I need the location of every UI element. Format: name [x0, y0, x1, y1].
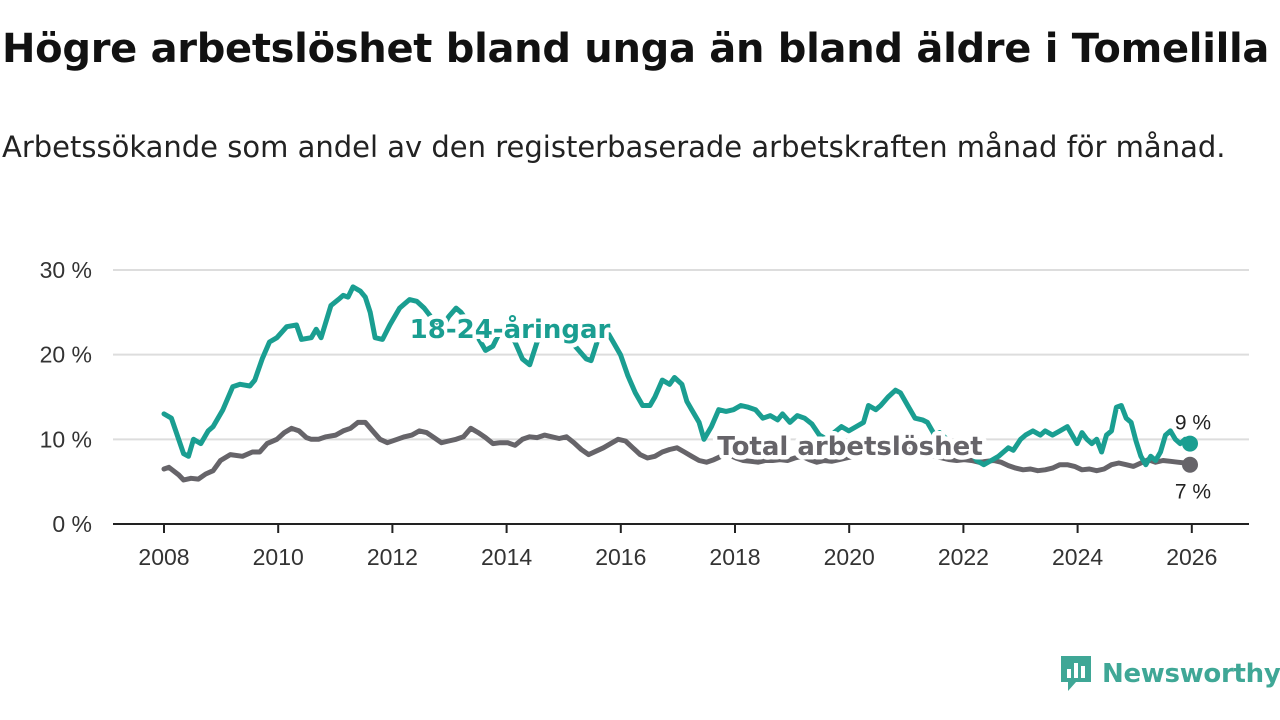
x-tick-label: 2016	[595, 544, 646, 570]
x-tick-label: 2008	[138, 544, 189, 570]
chart-title: Högre arbetslöshet bland unga än bland ä…	[2, 26, 1270, 72]
series-line-total	[161, 419, 1193, 483]
newsworthy-logo: Newsworthy	[1058, 654, 1280, 694]
x-tick-label: 2014	[481, 544, 532, 570]
brand-name: Newsworthy	[1102, 659, 1280, 689]
x-tick-label: 2022	[938, 544, 989, 570]
series-label-youth: 18-24-åringar	[410, 313, 611, 345]
y-tick-label: 20 %	[40, 342, 92, 368]
x-tick-label: 2012	[367, 544, 418, 570]
series-label-total: Total arbetslöshet	[717, 432, 982, 462]
y-tick-label: 30 %	[40, 257, 92, 283]
series-label-halo: 18-24-åringar	[410, 313, 611, 345]
axes: 0 % 10 % 20 % 30 % 2008 2010 2012 2014 2016 2018 2…	[40, 257, 1249, 570]
series-label-halo: Total arbetslöshet	[717, 432, 982, 462]
end-dot-total	[1182, 456, 1198, 473]
x-tick-label: 2010	[253, 544, 304, 570]
x-tick-label: 2024	[1052, 544, 1103, 570]
end-label-youth: 9 %	[1175, 412, 1211, 435]
series-line-youth	[161, 284, 1193, 468]
end-dot-youth	[1182, 435, 1198, 452]
gridlines	[113, 269, 1249, 441]
newsworthy-logo-icon	[1061, 656, 1091, 691]
y-tick-label: 0 %	[52, 511, 92, 537]
series-lines	[161, 284, 1198, 483]
end-label-total: 7 %	[1175, 481, 1211, 504]
x-tick-label: 2018	[709, 544, 760, 570]
chart-subtitle: Arbetssökande som andel av den registerb…	[2, 130, 1226, 164]
x-tick-label: 2026	[1166, 544, 1217, 570]
x-tick-label: 2020	[824, 544, 875, 570]
y-tick-label: 10 %	[40, 426, 92, 452]
